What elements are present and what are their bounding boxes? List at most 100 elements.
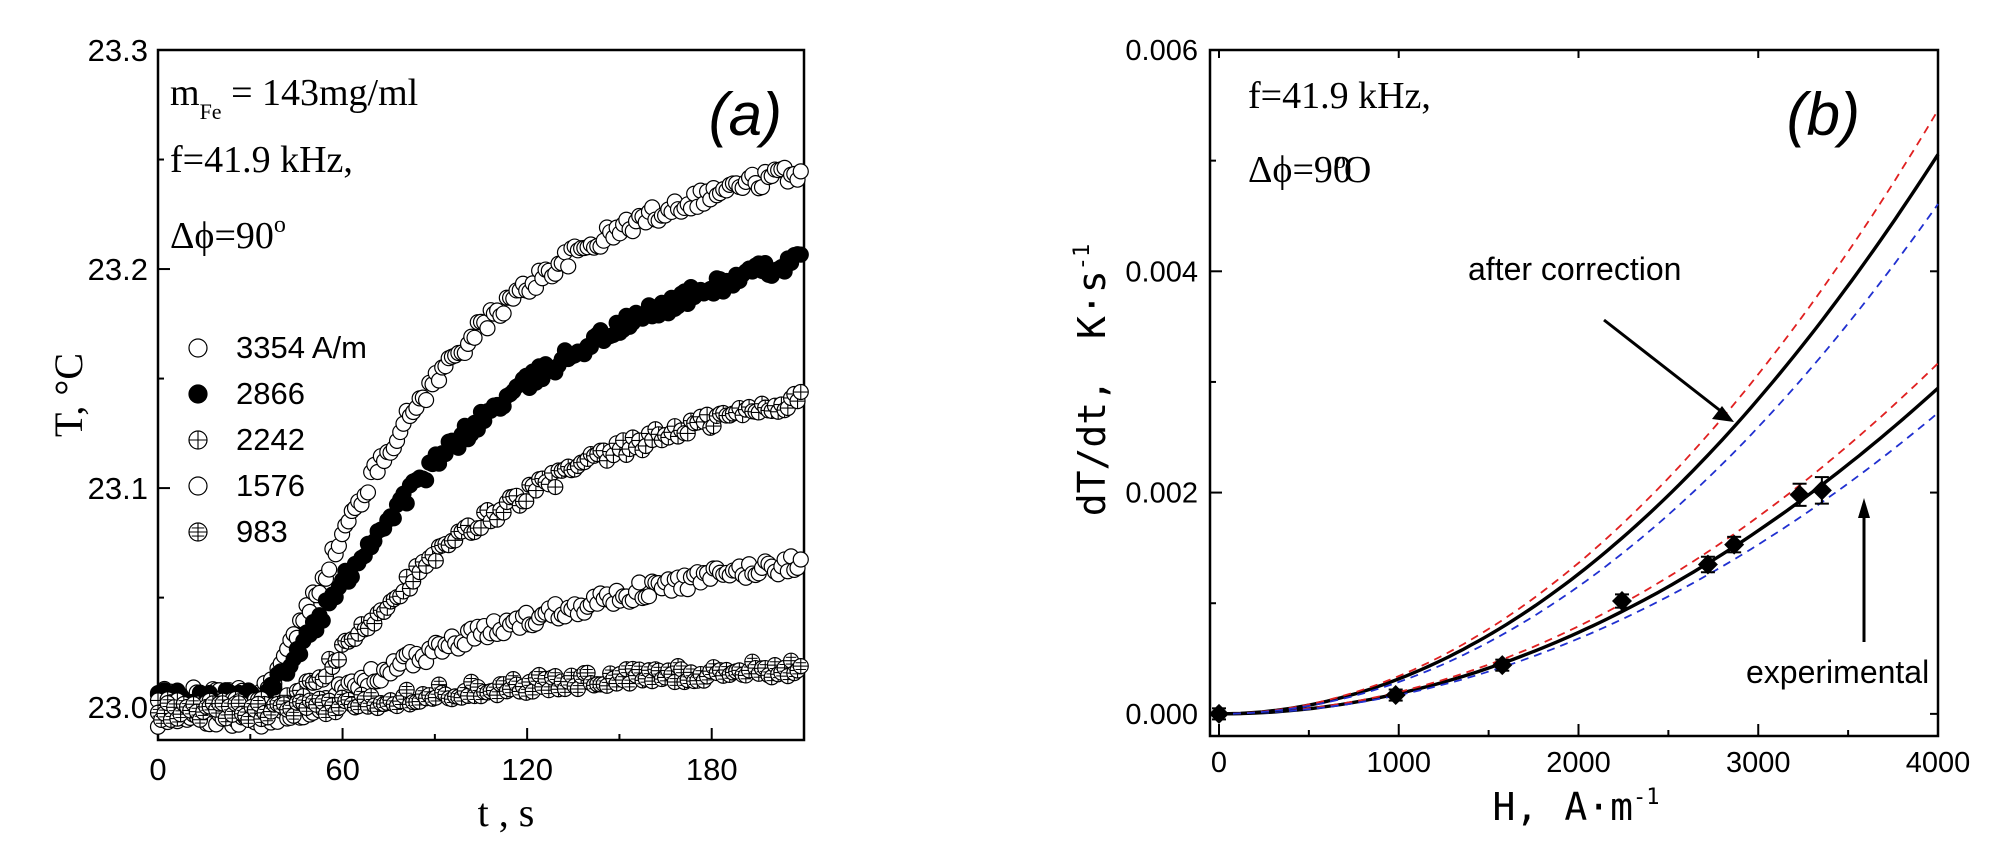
legend-entry-label: 1576 (236, 468, 305, 503)
diamond-marker (1492, 655, 1513, 676)
panel-a-legend: 3354 A/m 2866 2242 1576 983 (188, 330, 367, 549)
legend-entry: 1576 (188, 468, 305, 503)
panel-a-phase-annotation: Δϕ=90o (170, 212, 286, 257)
phase-trailing-zero: O (1344, 149, 1371, 191)
experimental-point (1789, 482, 1810, 507)
diamond-marker (1697, 554, 1718, 575)
panel-b-phase-annotation: Δϕ=90oO (1248, 148, 1371, 191)
experimental-point (1208, 703, 1229, 724)
diamond-marker (1611, 591, 1632, 612)
panel-a-frequency-annotation: f=41.9 kHz, (170, 139, 353, 181)
y-title-main: dT/dt, (1070, 379, 1114, 516)
y-tick-label: 23.1 (88, 471, 148, 506)
open-circle-marker (188, 338, 208, 358)
x-tick-label: 3000 (1726, 747, 1791, 779)
filled-circle-marker (398, 495, 415, 512)
y-tick-label: 0.000 (1125, 699, 1198, 731)
experimental-point (1492, 655, 1513, 676)
x-tick-label: 4000 (1906, 747, 1971, 779)
x-tick-label: 0 (1211, 747, 1227, 779)
diamond-marker (1789, 484, 1810, 505)
experimental-lower-curve (1218, 412, 1939, 715)
filled-circle-marker (792, 246, 809, 263)
mass-subscript: Fe (200, 99, 222, 124)
circle-plus-marker (792, 383, 809, 401)
panel-a-x-axis: 0 60 120 180 (149, 728, 738, 787)
open-circle-marker (479, 320, 496, 337)
after-correction-label: after correction (1468, 251, 1681, 287)
corrected-fit-curve (1218, 153, 1940, 716)
filled-circle-marker (314, 612, 331, 629)
series-points (149, 652, 809, 729)
x-tick-label: 1000 (1366, 747, 1431, 779)
legend-entry-label: 2242 (236, 422, 305, 457)
experimental-point (1385, 685, 1406, 706)
legend-entry: 2866 (188, 376, 305, 411)
open-circle-marker (560, 258, 577, 275)
y-tick-label: 0.004 (1125, 256, 1198, 288)
corrected-upper-curve (1218, 109, 1939, 715)
open-circle-marker (321, 561, 338, 578)
panel-a-mass-annotation: mFe = 143mg/ml (170, 72, 418, 124)
panel-a-y-axis-title: T, °C (46, 353, 91, 437)
phase-superscript: o (1334, 148, 1346, 174)
y-tick-label: 0.002 (1125, 478, 1198, 510)
panel-b-plot-frame (1208, 48, 1940, 738)
corrected-lower-curve (1218, 203, 1939, 715)
experimental-point (1811, 476, 1832, 505)
legend-entry: 983 (188, 514, 288, 549)
circle-plus-marker (427, 552, 444, 569)
open-circle-marker (495, 305, 512, 322)
mass-symbol: m (170, 72, 200, 114)
y-tick-label: 23.0 (88, 690, 148, 725)
panel-a-data-points (149, 159, 809, 735)
diamond-marker (1208, 703, 1229, 724)
open-circle-marker (359, 484, 377, 501)
x-title-main: H, (1493, 785, 1539, 829)
legend-entry-label: 3354 A/m (236, 330, 367, 365)
phase-value: Δϕ=90 (1248, 149, 1352, 191)
phase-superscript: o (274, 212, 286, 238)
panel-b-y-axis: 0.000 0.002 0.004 0.006 (1125, 35, 1938, 731)
after-correction-arrow-line (1603, 318, 1723, 414)
open-circle-marker (640, 588, 658, 605)
diamond-marker (1385, 685, 1406, 706)
open-circle-marker (188, 476, 208, 496)
x-tick-label: 120 (501, 752, 553, 787)
y-tick-label: 0.006 (1125, 35, 1198, 67)
y-tick-label: 23.3 (88, 33, 148, 68)
circle-plus-marker (330, 651, 347, 668)
filled-circle-marker (188, 384, 208, 404)
experimental-label: experimental (1746, 654, 1929, 690)
x-tick-label: 0 (149, 752, 166, 787)
x-tick-label: 2000 (1546, 747, 1611, 779)
phase-value: Δϕ=90 (170, 215, 274, 257)
open-circle-marker (792, 551, 809, 568)
filled-circle-marker (417, 472, 435, 489)
legend-entry: 3354 A/m (188, 330, 367, 365)
panel-a-chart: 0 60 120 180 23.0 23.1 23.2 23.3 t , s T, °C (… (46, 33, 809, 835)
circle-plus-marker (547, 478, 564, 496)
series-points (149, 246, 809, 713)
after-correction-arrow-head (1712, 406, 1734, 422)
filled-circle-marker (385, 510, 402, 527)
panel-a-y-axis: 23.0 23.1 23.2 23.3 (88, 33, 170, 725)
experimental-point (1724, 534, 1745, 555)
circle-plus-marker (188, 522, 208, 542)
filled-circle-marker (292, 646, 309, 663)
circle-plus-marker (518, 493, 535, 510)
experimental-point (1611, 591, 1632, 612)
x-tick-label: 60 (325, 752, 359, 787)
panel-b-curves (1218, 109, 1940, 716)
open-circle-marker (466, 329, 483, 346)
circle-plus-marker (188, 430, 208, 450)
circle-plus-marker (398, 681, 415, 698)
legend-entry-label: 2866 (236, 376, 305, 411)
circle-plus-marker (569, 680, 587, 698)
open-circle-marker (792, 163, 809, 180)
experimental-point (1697, 554, 1718, 575)
y-tick-label: 23.2 (88, 252, 148, 287)
panel-a-x-axis-title: t , s (478, 790, 535, 835)
mass-value: = 143mg/ml (222, 72, 419, 114)
x-title-superscript: -1 (1633, 785, 1660, 810)
